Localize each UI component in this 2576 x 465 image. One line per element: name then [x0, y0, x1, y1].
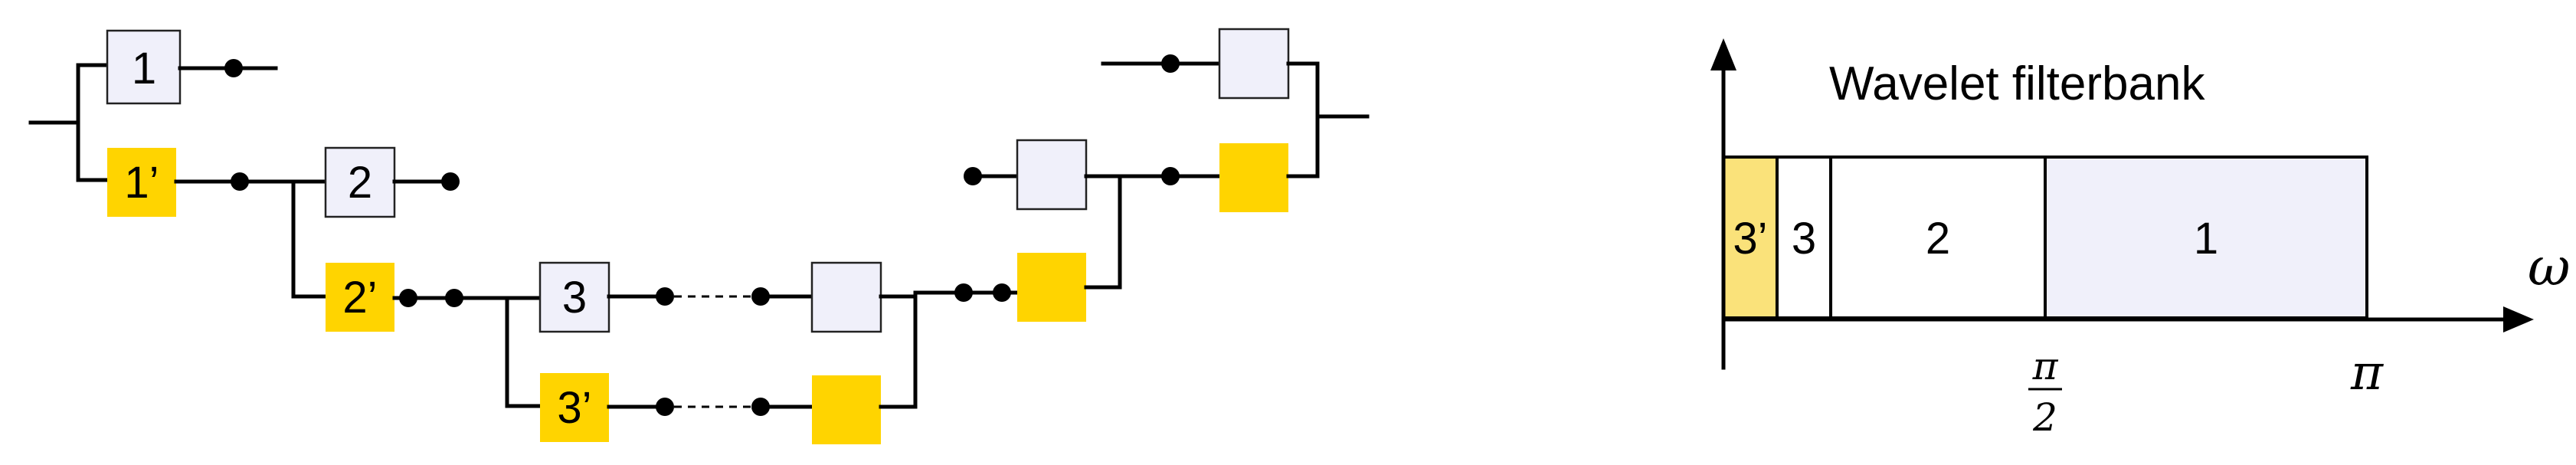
- synthesis-lowpass-box-3: [812, 375, 881, 444]
- highpass-label-1: 1: [132, 44, 156, 93]
- highpass-box-2: [324, 146, 396, 218]
- highpass-label-2: 2: [348, 158, 372, 208]
- node-lp2-b: [445, 289, 463, 307]
- lowpass-box-1: [107, 148, 176, 217]
- synthesis-highpass-box-3: [810, 261, 882, 333]
- merge-2: [1084, 174, 1122, 290]
- node-hp3: [656, 287, 674, 306]
- frequency-axis-label: ω: [2528, 237, 2570, 298]
- band-label-2: 2: [1926, 214, 1950, 264]
- frequency-axis-arrow: [2503, 306, 2534, 332]
- band-label-1: 1: [2194, 214, 2218, 264]
- split-2: [291, 179, 328, 299]
- highpass-box-1: [106, 29, 182, 105]
- merge-3: [879, 294, 918, 409]
- node-merge-3-b: [993, 283, 1011, 302]
- lowpass-box-2: [326, 263, 394, 332]
- split-3: [505, 296, 542, 408]
- band-1: [2044, 156, 2368, 319]
- synthesis-lowpass-box-1: [1219, 143, 1288, 212]
- continuation: [674, 295, 754, 408]
- magnitude-axis-arrow: [1710, 38, 1736, 70]
- lowpass-label-2: 2’: [342, 273, 377, 323]
- highpass-box-3: [538, 261, 610, 333]
- highpass-label-3: 3: [562, 273, 587, 323]
- analysis-tree: 1 1’ 2 2’ 3 3’: [28, 29, 674, 442]
- node-syn-hp1: [1161, 54, 1180, 73]
- tick-pi: π: [2350, 345, 2384, 401]
- spectrum-title: Wavelet filterbank: [1829, 57, 2205, 110]
- band-label-3: 3: [1792, 214, 1816, 264]
- band-3: [1775, 156, 1833, 319]
- spectrum-panel: Wavelet filterbank 3’ 3 2 1 ω π 2 π: [1710, 38, 2570, 440]
- node-merge-2: [1161, 167, 1180, 185]
- node-hp2: [441, 172, 460, 191]
- node-hp1: [224, 59, 243, 77]
- synthesis-lowpass-box-2: [1017, 253, 1086, 322]
- merge-1: [1286, 61, 1320, 178]
- band-label-3-prime: 3’: [1733, 214, 1767, 264]
- band-2: [1829, 156, 2047, 319]
- tick-half-pi-numerator: π: [2032, 344, 2059, 388]
- lowpass-label-1: 1’: [124, 158, 159, 208]
- lowpass-label-3: 3’: [557, 383, 591, 433]
- spectrum-bands: 3’ 3 2 1: [1722, 156, 2368, 319]
- lowpass-box-3: [540, 373, 609, 442]
- node-lp1: [231, 172, 249, 191]
- synthesis-highpass-box-2: [1016, 139, 1088, 211]
- node-merge-3-a: [954, 283, 973, 302]
- synthesis-tree: [751, 28, 1370, 444]
- node-lp2-a: [399, 289, 417, 307]
- synthesis-highpass-box-1: [1218, 28, 1290, 100]
- tick-half-pi-denominator: 2: [2032, 395, 2057, 440]
- node-lp3: [656, 398, 674, 416]
